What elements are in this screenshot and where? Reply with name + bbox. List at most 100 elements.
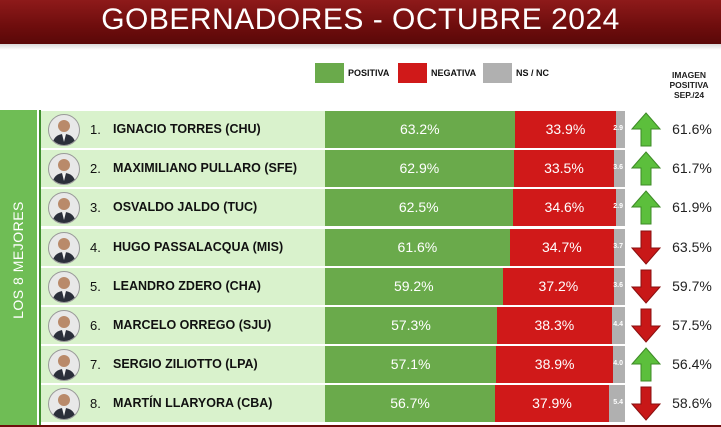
bar-positive [325,385,496,423]
arrow-down-icon [631,230,661,265]
arrow-up-icon [631,347,661,382]
table-row: 7. SERGIO ZILIOTTO (LPA) 57.1% 38.9% 4.0 56.4… [41,346,721,385]
legend-ns-label: NS / NC [516,68,550,78]
category-label: MARCELO ORREGO (SJU) [113,318,272,332]
person-icon [52,316,76,341]
person-icon [52,120,76,145]
bar-ns [613,228,625,266]
sidebar-divider [39,110,41,427]
bar-positive [325,267,503,305]
avatar [48,192,80,225]
avatar [48,310,80,342]
row-background [41,150,325,188]
legend-negative-label: NEGATIVA [431,68,477,78]
category-label: LEANDRO ZDERO (CHA) [113,278,261,293]
bar-ns-label: 3.6 [613,281,623,289]
row-background [41,307,325,344]
image-positive-value: 56.4% [672,356,712,373]
category-label: HUGO PASSALACQUA (MIS) [113,239,284,254]
bar-negative [495,385,609,423]
bar-ns-label: 4.0 [613,360,623,368]
avatar [48,231,80,264]
bar-ns [616,111,625,148]
row-background [41,346,325,384]
title-bar [0,0,721,44]
category-label: MAXIMILIANO PULLARO (SFE) [113,161,298,176]
bar-positive-label: 63.2% [399,121,440,137]
arrow-down-icon [631,308,661,343]
bar-positive [325,150,514,188]
table-row: 6. MARCELO ORREGO (SJU) 57.3% 38.3% 4.4 57.5% [41,307,721,346]
bar-positive [325,228,510,266]
bar-negative [509,228,614,266]
bar-ns-label: 4.4 [613,321,623,328]
bar-negative [496,307,612,344]
category-label: SERGIO ZILIOTTO (LPA) [113,357,258,372]
category-label: OSVALDO JALDO (TUC) [113,200,258,215]
bar-ns [614,150,625,188]
image-positive-value: 61.6% [672,121,712,137]
person-icon [52,159,76,185]
bottom-rule [0,425,721,427]
rank-label: 1. [90,122,101,137]
rank-label: 5. [90,278,101,294]
bar-positive-label: 56.7% [390,395,430,412]
row-background [41,111,325,148]
bar-negative-label: 37.9% [532,395,572,412]
bar-positive [325,307,497,344]
legend-positive-swatch [315,63,344,83]
row-background [41,228,325,266]
image-positive-header: IMAGEN POSITIVA SEP./24 [660,70,718,100]
arrow-up-icon [631,112,661,147]
bar-positive-label: 59.2% [393,277,434,294]
person-icon [52,198,76,224]
table-row: 5. LEANDRO ZDERO (CHA) 59.2% 37.2% 3.6 59.7% [41,267,721,307]
bar-positive [325,111,515,148]
bar-positive-label: 57.1% [390,356,431,373]
bar-ns-label: 3.6 [613,164,623,172]
category-label: IGNACIO TORRES (CHU) [113,122,261,136]
title-shadow [0,44,721,50]
bar-ns [616,189,625,227]
bar-positive-label: 62.5% [398,199,439,216]
row-background [41,189,325,227]
bar-negative-label: 37.2% [538,277,579,294]
image-positive-value: 61.7% [672,160,712,177]
bar-negative [502,267,615,305]
legend-positive-label: POSITIVA [348,68,390,78]
table-row: 8. MARTÍN LLARYORA (CBA) 56.7% 37.9% 5.4 58.6… [41,385,721,424]
row-background [41,385,325,423]
bar-ns [611,307,625,344]
bar-ns [608,385,625,423]
bar-negative [514,111,617,148]
bar-ns [613,346,625,384]
bar-negative-label: 33.5% [544,160,584,177]
bar-negative-label: 38.9% [534,356,575,373]
image-positive-value: 57.5% [672,317,712,333]
rank-label: 2. [90,161,101,177]
bar-ns-label: 2.9 [613,203,623,211]
image-header-line-3: SEP./24 [673,90,705,100]
person-icon [52,394,76,420]
table-row: 4. HUGO PASSALACQUA (MIS) 61.6% 34.7% 3.7 63.… [41,228,721,268]
legend-ns-swatch [483,63,512,83]
bar-positive-label: 62.9% [399,160,440,177]
sidebar-label: LOS 8 MEJORES [10,201,26,319]
avatar [48,388,80,421]
rank-label: 6. [90,318,101,333]
legend-negative: NEGATIVA [398,63,476,83]
row-background [41,267,325,305]
bar-ns-label: 2.9 [613,125,623,132]
image-positive-value: 58.6% [672,395,712,412]
bar-negative [512,189,617,227]
image-header-line-1: IMAGEN [672,70,706,80]
rank-label: 4. [90,239,101,255]
legend-positive: POSITIVA [315,63,389,83]
bar-negative [496,346,613,384]
chart-title: GOBERNADORES - OCTUBRE 2024 [101,3,620,36]
legend-negative-swatch [398,63,427,83]
image-header-line-2: POSITIVA [669,80,709,90]
table-row: 3. OSVALDO JALDO (TUC) 62.5% 34.6% 2.9 61.9% [41,189,721,228]
rank-label: 3. [90,200,101,216]
arrow-down-icon [631,386,661,422]
